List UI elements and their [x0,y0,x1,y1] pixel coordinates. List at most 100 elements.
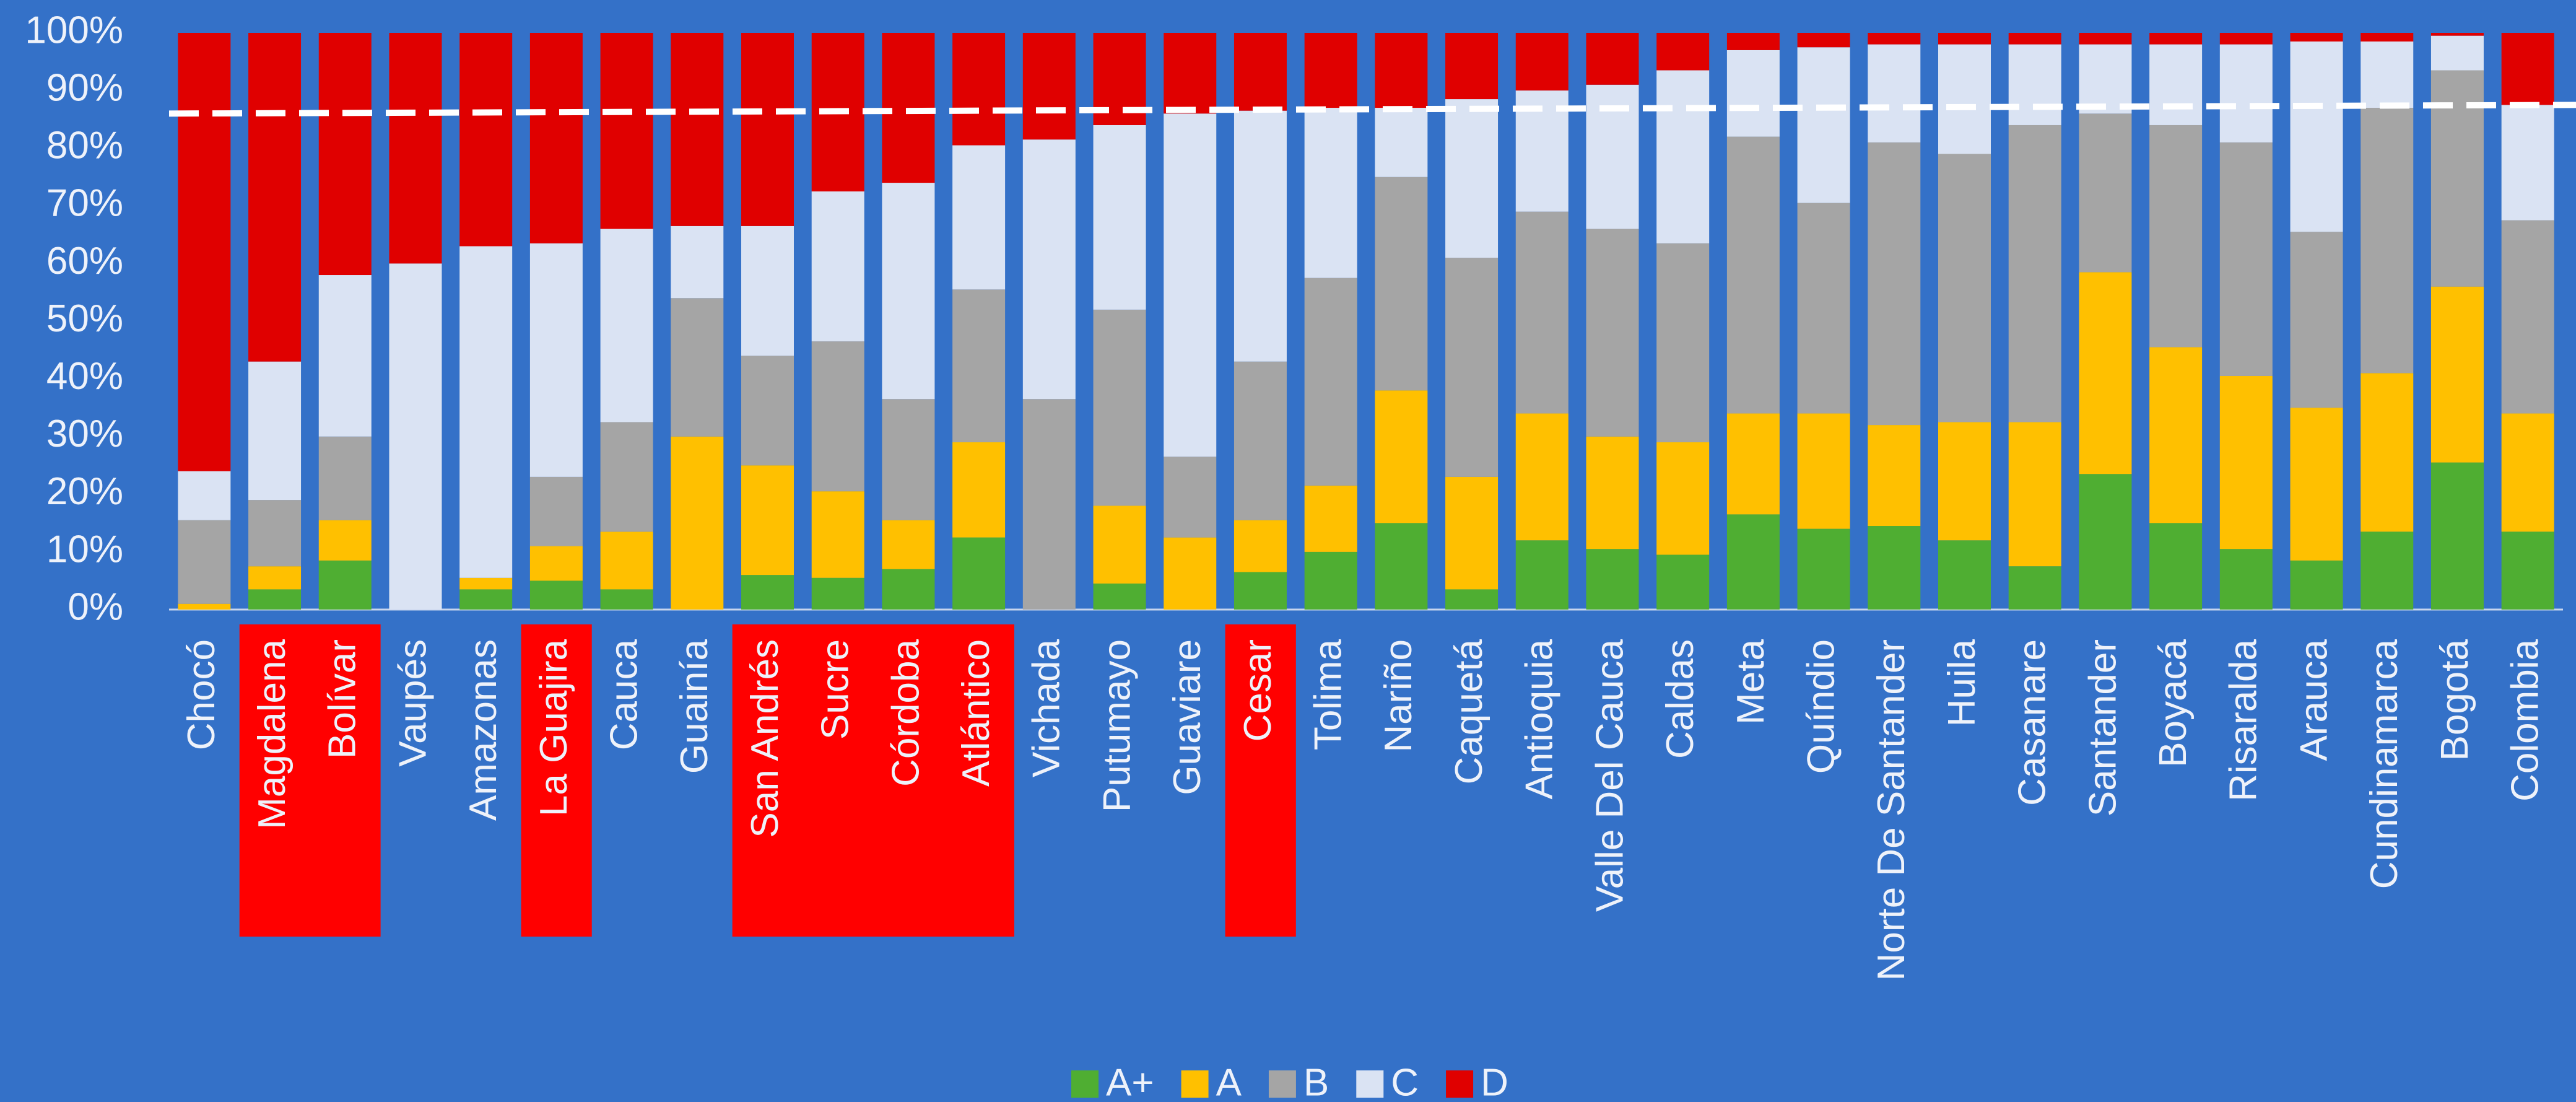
legend-label: B [1303,1061,1329,1102]
bar-segment [811,341,864,492]
bar-segment [671,298,724,437]
x-tick-label: Huila [1941,639,1983,727]
bar-segment [2430,462,2484,610]
legend-swatch [1181,1070,1209,1098]
bar-segment [882,520,935,569]
x-tick-label: Cauca [603,639,645,750]
x-tick-label: Magdalena [251,639,294,829]
x-tick-label: Meta [1730,639,1772,724]
bar-segment [1445,476,1499,590]
bar-segment [2361,373,2414,532]
bar-segment [389,33,442,264]
bar-segment [1868,142,1921,426]
highlight-box [239,624,310,937]
bar-segment [1445,589,1499,610]
x-tick-label: Chocó [180,639,223,750]
bar-segment [1726,136,1780,414]
bar-segment [882,183,935,400]
bar-segment [1304,278,1357,486]
bar-segment [2079,113,2132,273]
bar-segment [2149,33,2203,45]
highlight-box [803,624,874,937]
x-tick-label: Putumayo [1095,639,1138,812]
bar-segment [952,442,1006,538]
bar-segment [389,263,442,610]
bar-segment [1375,390,1428,523]
y-tick-label: 90% [46,66,123,109]
y-tick-label: 50% [46,297,123,340]
bar-segment [2219,33,2273,45]
bar-segment [1797,47,1850,203]
highlight-box [521,624,592,937]
x-tick-label: Bogotá [2434,639,2476,761]
bar-segment [1022,139,1076,400]
y-tick-label: 70% [46,182,123,225]
bar-segment [529,476,583,546]
bar-segment [1656,442,1710,555]
bar-segment [1234,33,1287,111]
bar-segment [1445,258,1499,477]
bar-segment [2008,566,2061,610]
bar-segment [741,225,794,356]
bar-segment [318,520,372,561]
bar-segment [1515,33,1569,91]
bar-segment [600,531,653,590]
bar-segment [1164,113,1217,457]
legend-label: A [1216,1061,1242,1102]
bar-segment [1093,584,1146,610]
highlight-box [1225,624,1296,937]
bar-segment [2219,375,2273,549]
x-tick-label: Guaviare [1166,639,1209,795]
legend-label: C [1391,1061,1419,1102]
legend-label: D [1481,1061,1508,1102]
bar-segment [1797,528,1850,610]
bar-segment [2219,549,2273,610]
bar-segment [2290,560,2343,610]
bar-segment [1445,99,1499,258]
bar-segment [1304,33,1357,108]
bar-segment [1022,399,1076,610]
bar-segment [2149,44,2203,125]
bar-segment [459,577,513,590]
bar-segment [671,436,724,610]
bar-segment [811,577,864,610]
highlight-box [873,624,944,937]
bar-segment [671,225,724,299]
bar-segment [2079,44,2132,114]
y-tick-label: 100% [25,9,123,51]
bar-segment [1515,211,1569,414]
bar-segment [882,399,935,520]
x-tick-label: Quíndio [1799,639,1842,774]
bar-segment [2361,531,2414,610]
y-tick-label: 30% [46,413,123,455]
x-tick-label: Norte De Santander [1870,639,1913,981]
bar-segment [2361,41,2414,108]
bar-segment [1234,361,1287,520]
x-tick-label: Valle Del Cauca [1588,639,1631,911]
bar-segment [178,471,231,520]
y-tick-label: 20% [46,470,123,513]
x-tick-label: Amazonas [462,639,505,821]
bar-segment [1656,33,1710,71]
bar-segment [1164,33,1217,114]
bar-segment [529,546,583,581]
bar-segment [1304,108,1357,278]
bar-segment [1445,33,1499,100]
bar-segment [318,275,372,437]
legend-swatch [1356,1070,1384,1098]
bar-segment [318,436,372,520]
bar-segment [178,603,231,610]
bar-segment [1164,457,1217,538]
y-tick-label: 60% [46,240,123,282]
bar-segment [952,537,1006,610]
bar-segment [2219,44,2273,142]
bar-segment [1586,436,1639,549]
bar-segment [2501,413,2554,532]
bar-segment [178,33,231,471]
bar-segment [811,491,864,578]
bar-segment [248,566,302,590]
bar-segment [459,33,513,247]
legend-swatch [1446,1070,1474,1098]
bar-segment [1938,44,1991,154]
bar-segment [459,246,513,578]
